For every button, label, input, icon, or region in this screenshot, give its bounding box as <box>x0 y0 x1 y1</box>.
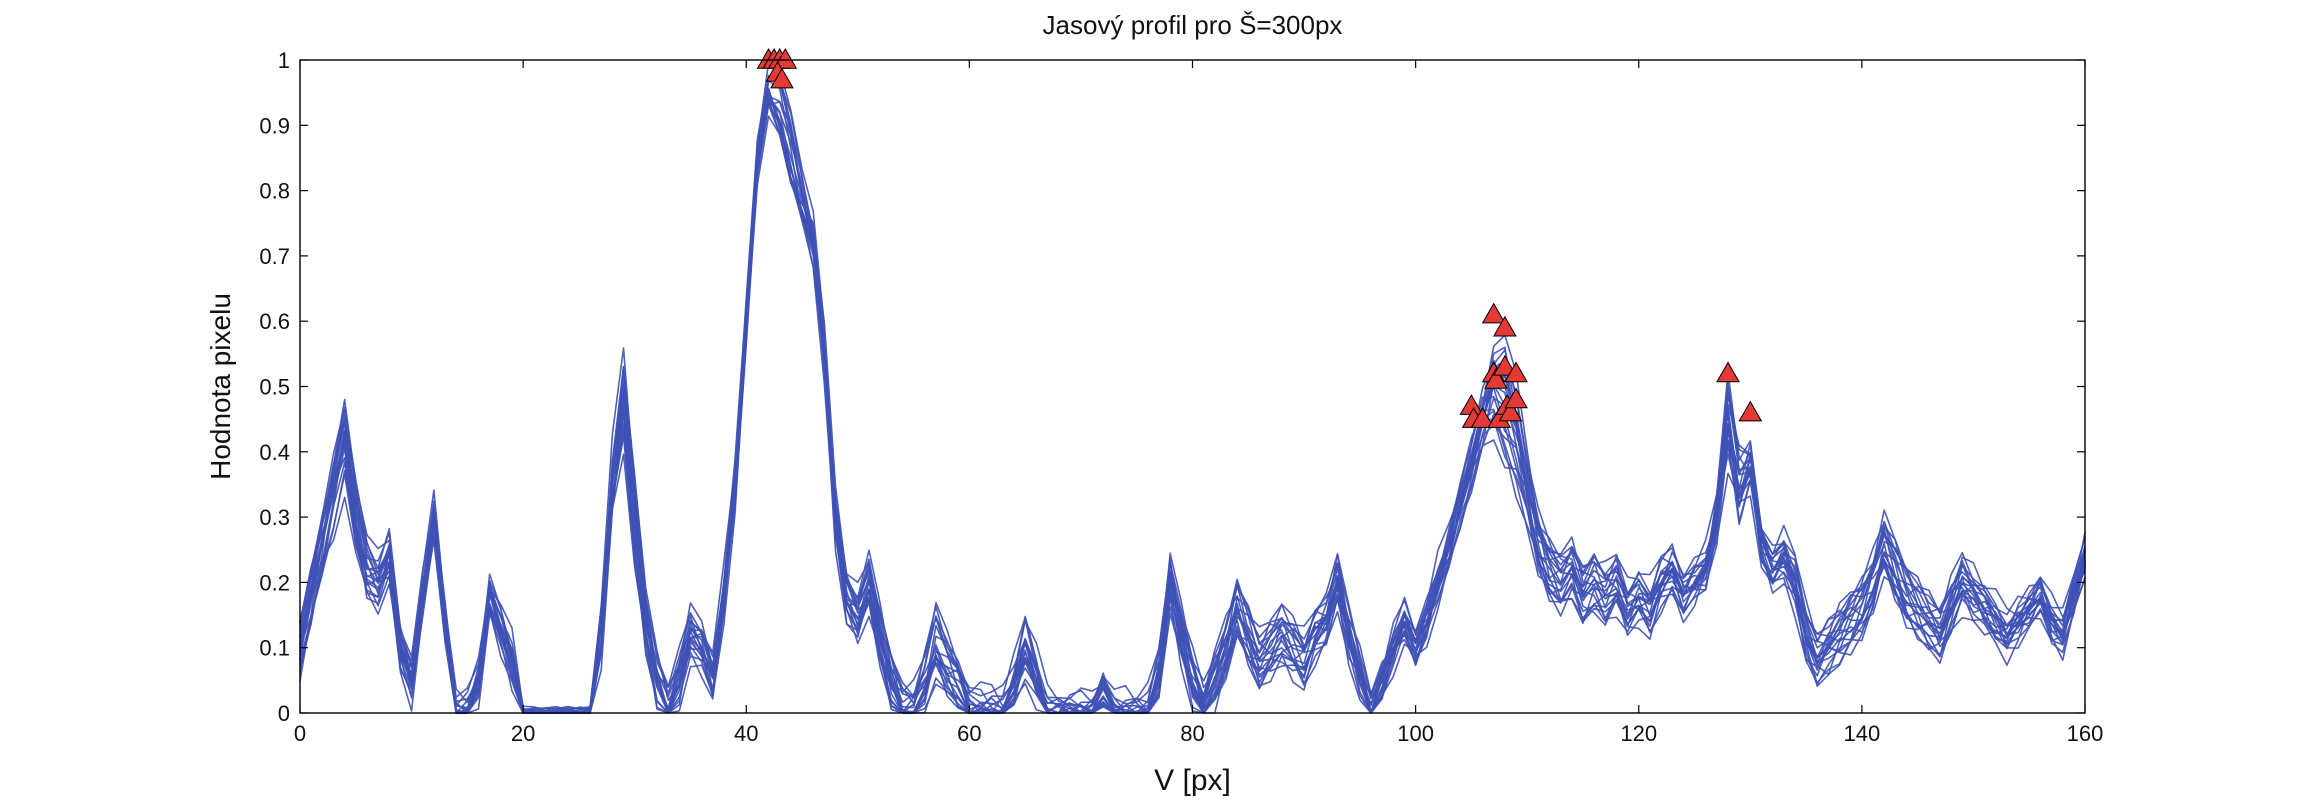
y-tick-label: 0.6 <box>259 309 290 334</box>
x-tick-label: 0 <box>294 721 306 746</box>
y-tick-label: 0.1 <box>259 636 290 661</box>
peak-marker <box>1493 315 1517 337</box>
plot-area <box>300 60 2085 713</box>
peak-marker <box>773 47 798 69</box>
peak-marker <box>770 67 794 89</box>
peak-marker <box>1738 400 1763 422</box>
y-tick-label: 1 <box>278 48 290 73</box>
y-tick-label: 0.5 <box>259 375 290 400</box>
chart-title: Jasový profil pro Š=300px <box>1043 10 1343 40</box>
y-tick-label: 0.9 <box>259 113 290 138</box>
peak-marker <box>1504 387 1528 409</box>
peak-marker <box>1498 400 1523 422</box>
y-tick-label: 0.8 <box>259 179 290 204</box>
x-axis-label: V [px] <box>1154 764 1231 797</box>
x-tick-label: 140 <box>1844 721 1881 746</box>
x-tick-label: 80 <box>1180 721 1204 746</box>
x-tick-label: 100 <box>1397 721 1434 746</box>
series-line <box>299 101 2086 714</box>
axes-layer: 0 20 40 60 80 100 120 140 160 0 0.1 0.2 0.3 0.4 0.5 0.6… <box>259 48 2103 746</box>
x-tick-label: 60 <box>957 721 981 746</box>
peak-marker <box>1481 302 1506 324</box>
peak-marker <box>1493 354 1517 376</box>
series-line <box>299 61 2086 714</box>
peak-marker <box>1470 407 1495 428</box>
y-tick-label: 0.7 <box>259 244 290 269</box>
peak-marker <box>1716 361 1740 383</box>
y-tick-label: 0.2 <box>259 570 290 595</box>
x-tick-label: 160 <box>2067 721 2104 746</box>
y-tick-label: 0.3 <box>259 505 290 530</box>
y-tick-label: 0.4 <box>259 440 290 465</box>
y-tick-label: 0 <box>278 701 290 726</box>
y-axis-label: Hodnota pixelu <box>205 293 236 480</box>
peak-marker <box>1504 361 1528 383</box>
series-line <box>299 68 2086 714</box>
x-tick-label: 20 <box>511 721 535 746</box>
x-tick-label: 40 <box>734 721 758 746</box>
peak-marker <box>1484 367 1508 389</box>
marker-layer <box>756 47 1763 428</box>
x-tick-label: 120 <box>1620 721 1657 746</box>
